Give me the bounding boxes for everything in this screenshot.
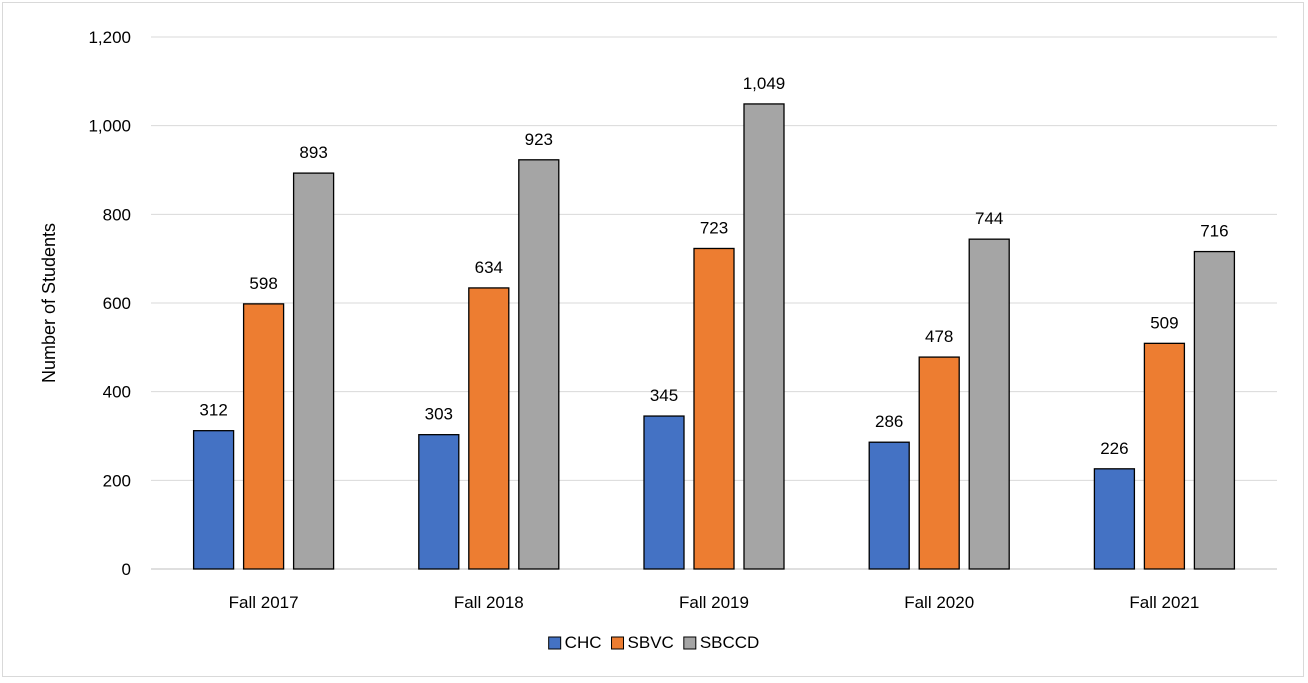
legend-swatch-sbvc	[611, 636, 625, 650]
data-label: 723	[700, 218, 728, 237]
bar-sbccd-3	[743, 103, 785, 570]
bars	[192, 103, 1236, 570]
x-axis: Fall 2017 Fall 2018 Fall 2019 Fall 2020 Fall…	[229, 593, 1200, 612]
data-label: 226	[1100, 439, 1128, 458]
bar-sbvc-2	[468, 287, 510, 570]
x-tick-label: Fall 2020	[904, 593, 974, 612]
legend-label-sbccd: SBCCD	[700, 633, 760, 652]
bar-sbvc-1	[242, 303, 285, 570]
y-tick-label: 1,000	[88, 117, 131, 136]
y-tick-label: 0	[122, 560, 131, 579]
data-label: 598	[249, 274, 277, 293]
x-tick-label: Fall 2019	[679, 593, 749, 612]
legend-swatch-sbccd	[683, 636, 697, 650]
data-label: 634	[475, 258, 503, 277]
bar-sbccd-2	[518, 159, 560, 570]
legend-label-sbvc: SBVC	[628, 633, 674, 652]
data-label: 1,049	[743, 74, 786, 93]
bar-chc-5	[1093, 468, 1136, 570]
bar-chc-4	[868, 441, 910, 570]
y-tick-label: 400	[103, 383, 131, 402]
data-label: 509	[1150, 313, 1178, 332]
data-label: 744	[975, 209, 1003, 228]
legend-label-chc: CHC	[565, 633, 602, 652]
y-tick-label: 1,200	[88, 28, 131, 47]
x-tick-label: Fall 2018	[454, 593, 524, 612]
data-label: 345	[650, 386, 678, 405]
bar-sbccd-1	[292, 172, 335, 570]
legend: CHC SBVC SBCCD	[548, 633, 760, 652]
x-tick-label: Fall 2017	[229, 593, 299, 612]
data-label: 312	[199, 401, 227, 420]
legend-swatch-chc	[548, 636, 562, 650]
bar-chc-2	[418, 434, 460, 570]
data-label: 286	[875, 412, 903, 431]
bar-sbccd-4	[968, 238, 1010, 570]
data-label: 478	[925, 327, 953, 346]
data-label: 716	[1200, 222, 1228, 241]
y-axis-title: Number of Students	[39, 223, 59, 383]
bar-sbvc-3	[693, 247, 735, 570]
data-label: 923	[525, 130, 553, 149]
data-labels: 312 598 893 303 634 923 345 723 1,049 286 478 744 22…	[199, 74, 1228, 458]
bar-chc-3	[643, 415, 685, 570]
data-label: 303	[425, 405, 453, 424]
y-tick-label: 200	[103, 471, 131, 490]
y-tick-label: 600	[103, 294, 131, 313]
bar-sbvc-5	[1143, 342, 1186, 570]
bar-chart: 0 200 400 600 800 1,000 1,200 Number of Studen…	[39, 28, 1277, 652]
bar-chc-1	[192, 430, 235, 570]
data-label: 893	[299, 143, 327, 162]
bar-sbccd-5	[1193, 250, 1236, 570]
bar-sbvc-4	[918, 356, 960, 570]
x-tick-label: Fall 2021	[1129, 593, 1199, 612]
y-tick-label: 800	[103, 205, 131, 224]
y-axis: 0 200 400 600 800 1,000 1,200	[88, 28, 131, 579]
